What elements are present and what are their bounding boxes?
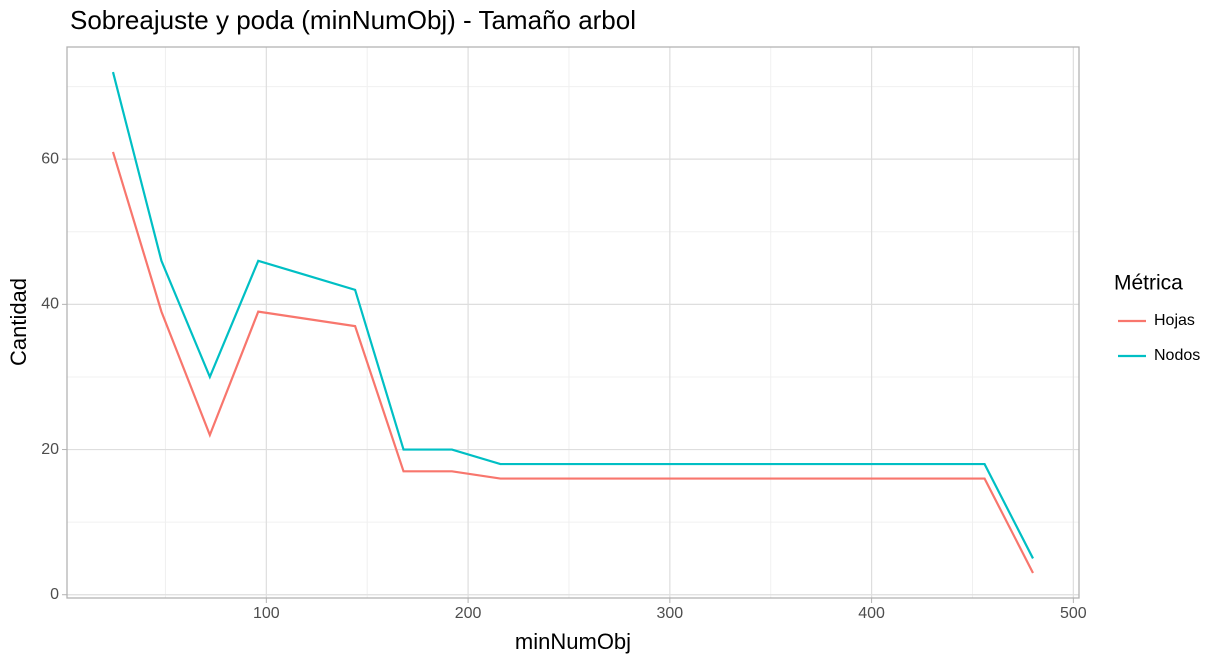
legend-title: Métrica xyxy=(1114,272,1183,295)
legend-label: Nodos xyxy=(1154,347,1200,364)
data-line xyxy=(111,71,1034,559)
y-tick-label: 60 xyxy=(41,150,59,167)
y-tick-label: 40 xyxy=(41,296,59,313)
x-tick-label: 100 xyxy=(253,605,280,622)
legend-label: Hojas xyxy=(1154,312,1195,329)
chart-title: Sobreajuste y poda (minNumObj) - Tamaño … xyxy=(70,5,636,35)
x-tick-label: 400 xyxy=(858,605,885,622)
x-tick-label: 500 xyxy=(1060,605,1087,622)
panel-border xyxy=(66,46,1080,599)
x-axis-label: minNumObj xyxy=(515,629,631,654)
x-tick-label: 200 xyxy=(455,605,482,622)
y-tick-label: 0 xyxy=(50,586,59,603)
y-tick-label: 20 xyxy=(41,441,59,458)
x-tick-label: 300 xyxy=(656,605,683,622)
y-axis-label: Cantidad xyxy=(6,278,31,366)
data-line xyxy=(111,151,1034,574)
